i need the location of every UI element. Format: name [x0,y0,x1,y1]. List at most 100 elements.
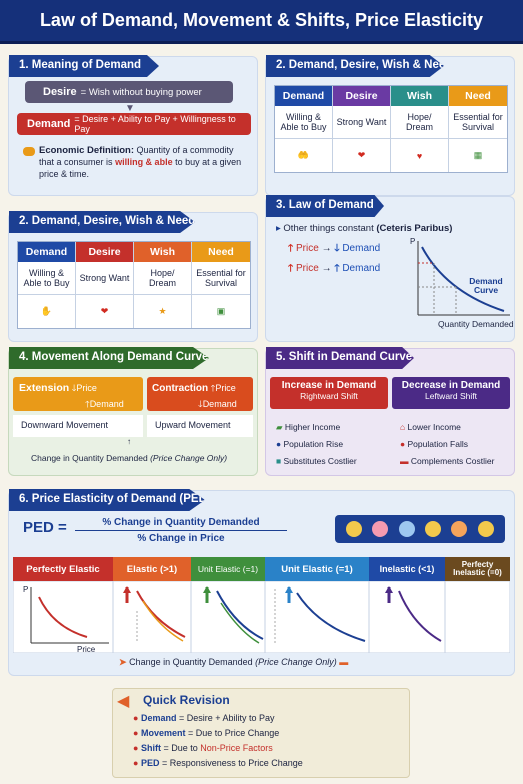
section-law-of-demand: 3. Law of Demand ▸ Other things constant… [265,195,515,342]
header-demand: Demand [18,242,76,262]
note-paren: (Price Change Only) [255,657,337,667]
bullet-icon: ● [133,728,139,738]
header-wish: Wish [391,86,449,106]
down-arrow-icon: 🡓 [334,243,340,254]
down-arrow-icon: 🡓 [198,399,203,409]
revision-list: ● Demand = Desire + Ability to Pay ● Mov… [133,711,303,771]
con-price: Price [215,383,236,393]
ceteris-paribus: ▸ Other things constant (Ceteris Paribus… [276,223,452,234]
chart-up-icon: ▰ [276,422,283,432]
law-row-2: 🡑 Price → 🡑 Demand [288,261,380,278]
bullet-icon: ● [133,758,139,768]
cell-wish: Hope/ Dream [134,262,192,294]
curve-label: Demand Curve [469,276,503,296]
ped-note: ➤ Change in Quantity Demanded (Price Cha… [119,657,348,668]
desire-text: = Wish without buying power [80,86,202,98]
cell-need: Essential for Survival [453,111,503,132]
section-heading: 5. Shift in Demand Curve [266,347,414,369]
up-arrow-icon: 🡑 [288,243,294,254]
increase-list: ▰ Higher Income ● Population Rise ■ Subs… [276,419,357,470]
header-desire: Desire [333,86,391,106]
numerator: % Change in Quantity Demanded [75,517,287,531]
demand-label: Demand [342,263,381,274]
econ-label: Economic Definition: [39,145,134,156]
list-item: ● Population Rise [276,439,344,449]
cat-unit-elastic-b: Unit Elastic (=1) [265,557,369,581]
ext-demand: Demand [89,399,124,409]
section-demand-desire-wish-need-a: 2. Demand, Desire, Wish & Need Demand De… [265,55,515,196]
concept-table: Demand Desire Wish Need Willing & Able t… [17,241,251,329]
section-heading: 1. Meaning of Demand [9,55,159,77]
cell-desire: Strong Want [76,262,134,294]
decrease-box: Decrease in Demand Leftward Shift [392,377,510,409]
section-ped: 6. Price Elasticity of Demand (PED) PED … [8,489,515,676]
demand-label: Demand [342,243,381,254]
economic-definition: Economic Definition: Quantity of a commo… [39,145,245,181]
ped-fraction: % Change in Quantity Demanded % Change i… [75,517,287,544]
heart-icon: ❤ [333,138,391,172]
bullet-icon: ● [133,743,139,753]
demand-text: = Desire + Ability to Pay + Willingness … [74,114,236,134]
elasticity-header-row: Perfectly Elastic Elastic (>1) Unit Elas… [13,557,510,581]
downward-movement: Downward Movement [13,415,143,437]
right-arrow-icon: ➤ [119,657,127,667]
badge-icon [477,521,494,537]
revision-heading: Quick Revision [143,693,230,707]
note-main: Change in Quantity Demanded [129,657,253,667]
axis-p-label: P [410,237,416,246]
list-item: ▬ Complements Costlier [400,456,495,466]
header-wish: Wish [134,242,192,262]
bullet-icon: ● [133,713,139,723]
phone-hand-icon: ✋ [18,294,76,328]
list-item: ▰ Higher Income [276,422,341,432]
list-item: ● Movement = Due to Price Change [133,728,280,738]
axis-price-label: Price [77,645,96,654]
shopping-icon: ▦ [449,138,507,172]
wallet-hand-icon: 🤲 [275,138,333,172]
graph-unit-elastic-b [264,581,366,653]
ped-label: PED = [23,519,67,536]
badge-icon [372,521,389,537]
up-arrow-icon: 🡑 [334,263,340,274]
graph-perfectly-elastic [30,587,109,644]
econ-text-2: to buy at a given price & time. [39,157,242,180]
decrease-title: Decrease in Demand [401,380,501,391]
extension-box: Extension 🡓Price 🡑Demand [13,377,143,411]
axis-quantity-label: Quantity Demanded [438,319,514,329]
up-arrow-icon: 🡑 [85,399,90,409]
cat-perfectly-inelastic: Perfecty Inelastic (=0) [445,557,510,581]
denominator: % Change in Price [137,533,225,544]
increase-title: Increase in Demand [281,380,377,391]
cell-demand: Willing & Able to Buy [275,106,333,138]
tag-icon: ■ [276,456,282,466]
list-item: ● PED = Responsiveness to Price Change [133,758,303,768]
decrease-sub: Leftward Shift [425,391,477,401]
heart-icon: ❤ [76,294,134,328]
graph-inelastic [368,581,442,653]
list-item: ■ Substitutes Costlier [276,456,357,466]
contraction-box: Contraction 🡑Price 🡓Demand [147,377,253,411]
house-icon: ⌂ [400,422,406,432]
badge-icon [451,521,468,537]
demand-label: Demand [27,118,71,130]
econ-willing: willing & able [115,157,173,168]
contraction-label: Contraction [152,383,209,394]
icon-row [335,515,505,543]
increase-sub: Rightward Shift [300,391,358,401]
speech-bubble-icon [23,147,35,156]
axis-p-label: P [23,585,29,594]
note-paren: (Price Change Only) [150,453,228,463]
list-item: ● Population Falls [400,439,468,449]
con-demand: Demand [202,399,237,409]
cell-need: Essential for Survival [196,267,246,288]
bullet-icon: ▸ [276,223,281,234]
people-icon: ● [276,439,282,449]
page-title: Law of Demand, Movement & Shifts, Price … [0,0,523,44]
badge-icon [425,521,442,537]
header-need: Need [192,242,250,262]
cell-wish: Hope/ Dream [391,106,449,138]
desire-box: Desire = Wish without buying power [25,81,233,103]
graph-elastic [112,581,186,653]
star-hand-icon: ★ [134,294,192,328]
section-demand-desire-wish-need-b: 2. Demand, Desire, Wish & Need Demand De… [8,211,258,342]
